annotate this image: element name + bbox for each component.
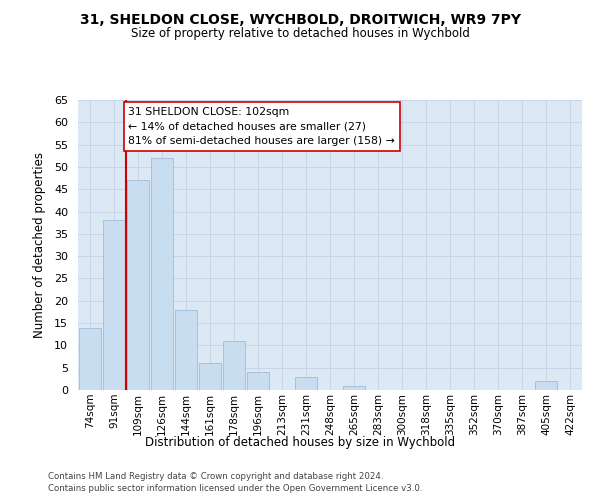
Bar	[247, 372, 269, 390]
Bar	[223, 341, 245, 390]
Bar	[343, 386, 365, 390]
Bar	[127, 180, 149, 390]
Bar	[151, 158, 173, 390]
Bar	[535, 381, 557, 390]
Text: Contains public sector information licensed under the Open Government Licence v3: Contains public sector information licen…	[48, 484, 422, 493]
Bar	[295, 376, 317, 390]
Bar	[199, 363, 221, 390]
Bar	[103, 220, 125, 390]
Text: Size of property relative to detached houses in Wychbold: Size of property relative to detached ho…	[131, 28, 469, 40]
Bar	[175, 310, 197, 390]
Y-axis label: Number of detached properties: Number of detached properties	[33, 152, 46, 338]
Text: 31 SHELDON CLOSE: 102sqm
← 14% of detached houses are smaller (27)
81% of semi-d: 31 SHELDON CLOSE: 102sqm ← 14% of detach…	[128, 106, 395, 146]
Text: Contains HM Land Registry data © Crown copyright and database right 2024.: Contains HM Land Registry data © Crown c…	[48, 472, 383, 481]
Text: Distribution of detached houses by size in Wychbold: Distribution of detached houses by size …	[145, 436, 455, 449]
Bar	[79, 328, 101, 390]
Text: 31, SHELDON CLOSE, WYCHBOLD, DROITWICH, WR9 7PY: 31, SHELDON CLOSE, WYCHBOLD, DROITWICH, …	[79, 12, 521, 26]
